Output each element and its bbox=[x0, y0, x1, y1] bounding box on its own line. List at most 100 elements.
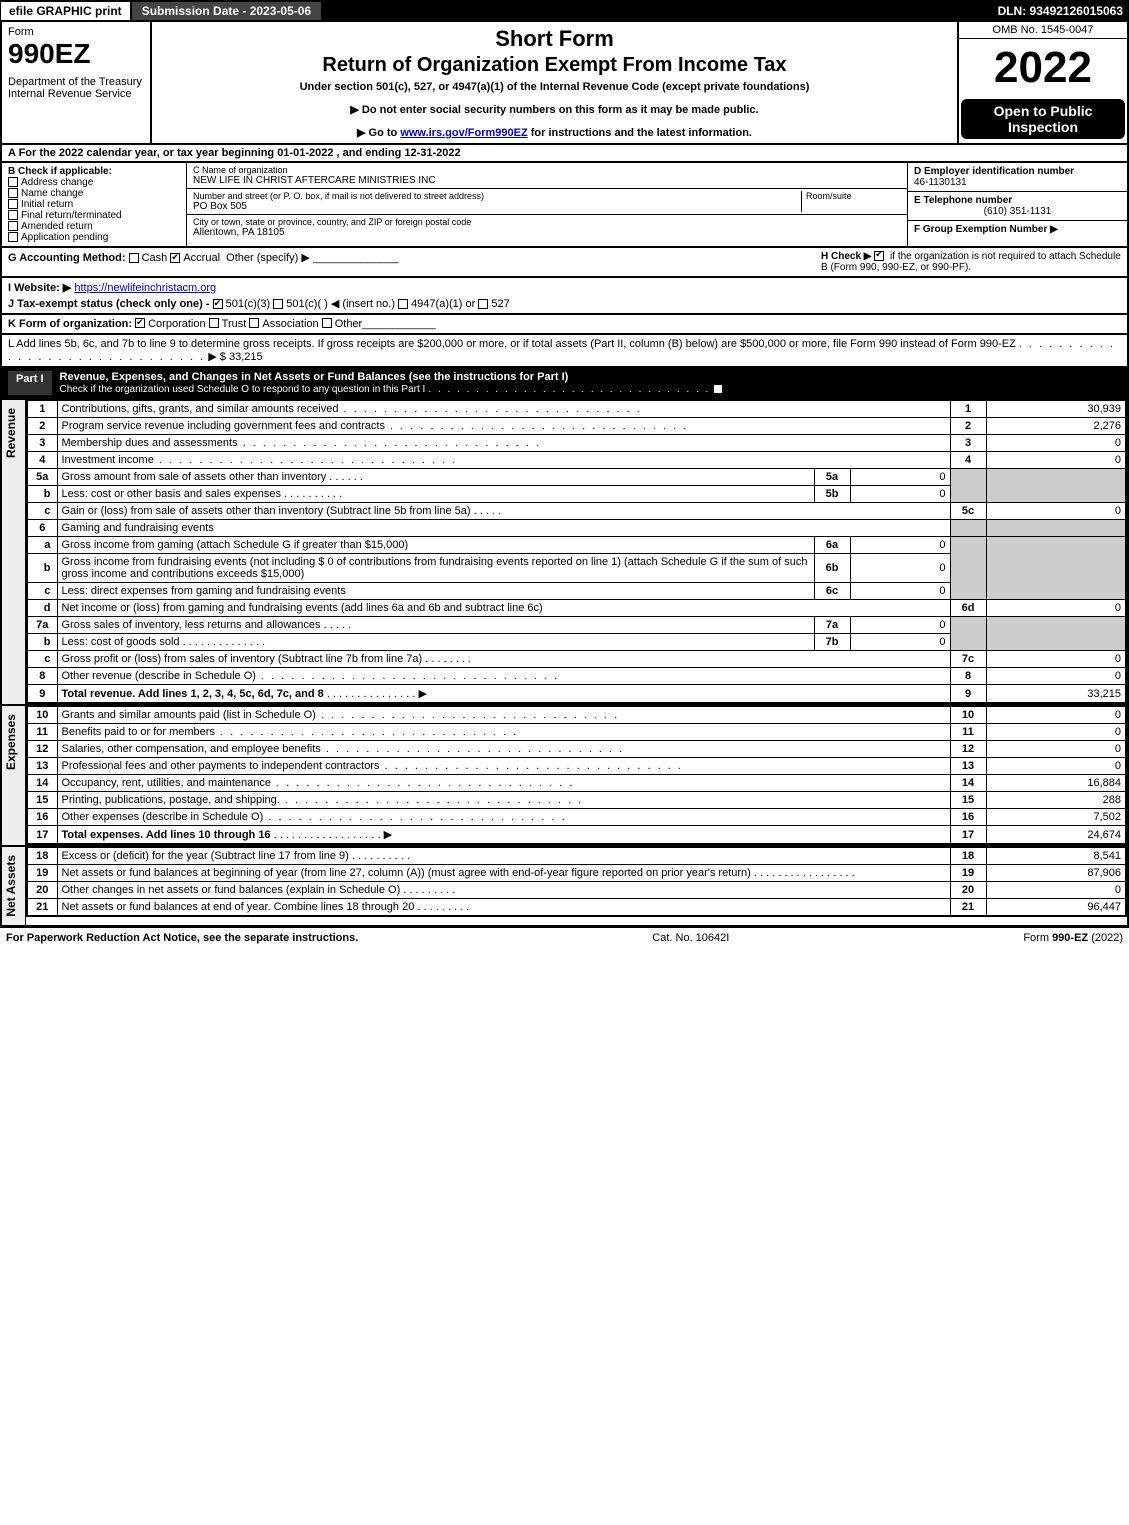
line-8-num: 8 bbox=[27, 668, 57, 685]
line-7c-ref: 7c bbox=[950, 651, 986, 668]
line-2-ref: 2 bbox=[950, 418, 986, 435]
line-18-num: 18 bbox=[27, 848, 57, 865]
line-8-ref: 8 bbox=[950, 668, 986, 685]
application-pending-checkbox[interactable] bbox=[8, 232, 18, 242]
line-19-desc: Net assets or fund balances at beginning… bbox=[62, 867, 751, 879]
final-return-label: Final return/terminated bbox=[21, 210, 122, 221]
line-7ab-shade bbox=[950, 617, 986, 651]
amended-return-label: Amended return bbox=[21, 221, 93, 232]
j-label: J Tax-exempt status (check only one) - bbox=[8, 298, 210, 310]
ein-label: D Employer identification number bbox=[914, 166, 1121, 177]
page-footer: For Paperwork Reduction Act Notice, see … bbox=[0, 927, 1129, 948]
assoc-label: Association bbox=[262, 318, 318, 330]
dln-label: DLN: 93492126015063 bbox=[998, 4, 1129, 18]
line-7b-box: 7b bbox=[814, 634, 850, 651]
line-5a-val: 0 bbox=[850, 469, 950, 486]
name-change-checkbox[interactable] bbox=[8, 188, 18, 198]
4947-checkbox[interactable] bbox=[398, 299, 408, 309]
initial-return-checkbox[interactable] bbox=[8, 199, 18, 209]
ssn-notice: ▶ Do not enter social security numbers o… bbox=[158, 103, 951, 116]
line-6b-num: b bbox=[27, 554, 57, 583]
h-label: H Check ▶ bbox=[821, 251, 871, 262]
other-org-checkbox[interactable] bbox=[322, 318, 332, 328]
line-20-amt: 0 bbox=[986, 882, 1126, 899]
line-7a-num: 7a bbox=[27, 617, 57, 634]
line-11-amt: 0 bbox=[986, 724, 1126, 741]
section-b-title: B Check if applicable: bbox=[8, 166, 180, 177]
line-4-desc: Investment income bbox=[62, 454, 154, 466]
website-link[interactable]: https://newlifeinchristacm.org bbox=[74, 282, 216, 294]
line-12-num: 12 bbox=[27, 741, 57, 758]
501c-checkbox[interactable] bbox=[273, 299, 283, 309]
line-6a-num: a bbox=[27, 537, 57, 554]
line-6abc-shade bbox=[950, 537, 986, 600]
4947-label: 4947(a)(1) or bbox=[411, 298, 475, 310]
city-value: Allentown, PA 18105 bbox=[193, 227, 901, 238]
cash-label: Cash bbox=[142, 252, 168, 264]
net-assets-block: Net Assets 18Excess or (deficit) for the… bbox=[0, 847, 1129, 927]
section-c: C Name of organization NEW LIFE IN CHRIS… bbox=[187, 163, 907, 246]
revenue-block: Revenue 1Contributions, gifts, grants, a… bbox=[0, 400, 1129, 706]
efile-print-button[interactable]: efile GRAPHIC print bbox=[0, 1, 131, 21]
assoc-checkbox[interactable] bbox=[249, 318, 259, 328]
line-7c-amt: 0 bbox=[986, 651, 1126, 668]
line-8-desc: Other revenue (describe in Schedule O) bbox=[62, 670, 256, 682]
line-1-ref: 1 bbox=[950, 401, 986, 418]
line-6a-desc: Gross income from gaming (attach Schedul… bbox=[62, 539, 409, 551]
amended-return-checkbox[interactable] bbox=[8, 221, 18, 231]
line-21-desc: Net assets or fund balances at end of ye… bbox=[62, 901, 415, 913]
line-15-desc: Printing, publications, postage, and shi… bbox=[62, 794, 280, 806]
line-1-num: 1 bbox=[27, 401, 57, 418]
line-11-ref: 11 bbox=[950, 724, 986, 741]
line-15-num: 15 bbox=[27, 792, 57, 809]
phone-value: (610) 351-1131 bbox=[914, 206, 1121, 217]
group-exemption-label: F Group Exemption Number ▶ bbox=[914, 224, 1121, 235]
part1-title: Revenue, Expenses, and Changes in Net As… bbox=[60, 371, 569, 383]
k-label: K Form of organization: bbox=[8, 318, 132, 330]
line-17-arrow: ▶ bbox=[384, 829, 392, 841]
line-16-amt: 7,502 bbox=[986, 809, 1126, 826]
line-5c-amt: 0 bbox=[986, 503, 1126, 520]
h-checkbox[interactable] bbox=[874, 251, 884, 261]
section-a: A For the 2022 calendar year, or tax yea… bbox=[0, 145, 1129, 163]
line-6a-box: 6a bbox=[814, 537, 850, 554]
line-17-desc: Total expenses. Add lines 10 through 16 bbox=[62, 829, 271, 841]
accrual-checkbox[interactable] bbox=[170, 253, 180, 263]
trust-checkbox[interactable] bbox=[209, 318, 219, 328]
line-6-desc: Gaming and fundraising events bbox=[57, 520, 950, 537]
address-change-checkbox[interactable] bbox=[8, 177, 18, 187]
other-specify-label: Other (specify) ▶ bbox=[226, 252, 310, 264]
line-2-amt: 2,276 bbox=[986, 418, 1126, 435]
l-text: L Add lines 5b, 6c, and 7b to line 9 to … bbox=[8, 338, 1016, 350]
corp-checkbox[interactable] bbox=[135, 318, 145, 328]
final-return-checkbox[interactable] bbox=[8, 210, 18, 220]
line-12-amt: 0 bbox=[986, 741, 1126, 758]
line-5ab-shade bbox=[950, 469, 986, 503]
under-section-text: Under section 501(c), 527, or 4947(a)(1)… bbox=[158, 81, 951, 93]
line-7c-desc: Gross profit or (loss) from sales of inv… bbox=[62, 653, 423, 665]
527-checkbox[interactable] bbox=[478, 299, 488, 309]
line-21-amt: 96,447 bbox=[986, 899, 1126, 917]
i-label: I Website: ▶ bbox=[8, 282, 71, 294]
street-value: PO Box 505 bbox=[193, 201, 801, 212]
trust-label: Trust bbox=[222, 318, 247, 330]
line-16-num: 16 bbox=[27, 809, 57, 826]
line-14-ref: 14 bbox=[950, 775, 986, 792]
line-13-amt: 0 bbox=[986, 758, 1126, 775]
line-6d-desc: Net income or (loss) from gaming and fun… bbox=[62, 602, 543, 614]
line-6-shade-amt bbox=[986, 520, 1126, 537]
line-7a-desc: Gross sales of inventory, less returns a… bbox=[62, 619, 321, 631]
501c3-checkbox[interactable] bbox=[213, 299, 223, 309]
irs-url-link[interactable]: www.irs.gov/Form990EZ bbox=[400, 127, 527, 139]
cash-checkbox[interactable] bbox=[129, 253, 139, 263]
line-13-num: 13 bbox=[27, 758, 57, 775]
line-5c-num: c bbox=[27, 503, 57, 520]
527-label: 527 bbox=[491, 298, 509, 310]
form-subtitle: Return of Organization Exempt From Incom… bbox=[158, 54, 951, 77]
line-6a-val: 0 bbox=[850, 537, 950, 554]
open-to-public-badge: Open to Public Inspection bbox=[961, 99, 1125, 139]
form-header: Form 990EZ Department of the Treasury In… bbox=[0, 22, 1129, 145]
part1-schedule-o-checkbox[interactable] bbox=[713, 384, 723, 394]
line-11-num: 11 bbox=[27, 724, 57, 741]
submission-date-button[interactable]: Submission Date - 2023-05-06 bbox=[131, 1, 322, 21]
